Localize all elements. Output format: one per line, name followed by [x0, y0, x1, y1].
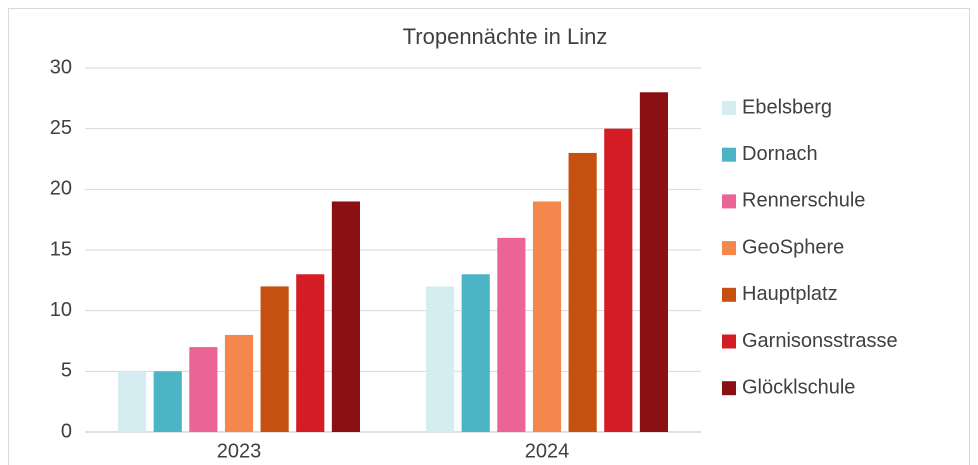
bar [153, 371, 182, 432]
y-tick-label: 20 [50, 178, 72, 200]
legend-label: GeoSphere [742, 236, 844, 258]
chart-title: Tropennächte in Linz [403, 24, 608, 49]
bar [224, 334, 254, 432]
legend-swatch [722, 334, 736, 349]
bar [639, 92, 668, 433]
bar [331, 201, 360, 432]
legend-swatch [722, 241, 736, 256]
bar [260, 286, 289, 432]
legend-label: Garnisonsstrasse [742, 330, 898, 352]
y-tick-label: 0 [61, 420, 72, 442]
legend-label: Hauptplatz [742, 283, 838, 305]
bar [296, 274, 325, 432]
bar [426, 286, 455, 432]
y-tick-label: 10 [50, 299, 72, 321]
bar [461, 274, 490, 432]
y-tick-label: 15 [50, 238, 72, 260]
x-tick-label: 2023 [217, 440, 262, 462]
bar [604, 128, 633, 432]
y-tick-label: 30 [50, 56, 72, 78]
legend-swatch [722, 101, 736, 115]
bar [189, 347, 218, 432]
bar [118, 371, 147, 432]
legend-label: Dornach [742, 143, 818, 165]
legend-label: Glöcklschule [742, 376, 855, 398]
legend-swatch [722, 287, 736, 302]
bar [532, 201, 562, 432]
bar [568, 152, 597, 432]
y-tick-label: 25 [50, 117, 72, 139]
legend-label: Ebelsberg [742, 96, 832, 118]
bar [497, 237, 526, 432]
legend-swatch [722, 147, 736, 162]
legend-label: Rennerschule [742, 190, 865, 212]
legend-swatch [722, 381, 736, 396]
y-tick-label: 5 [61, 360, 72, 382]
x-tick-label: 2024 [525, 440, 570, 462]
legend-swatch [722, 194, 736, 209]
